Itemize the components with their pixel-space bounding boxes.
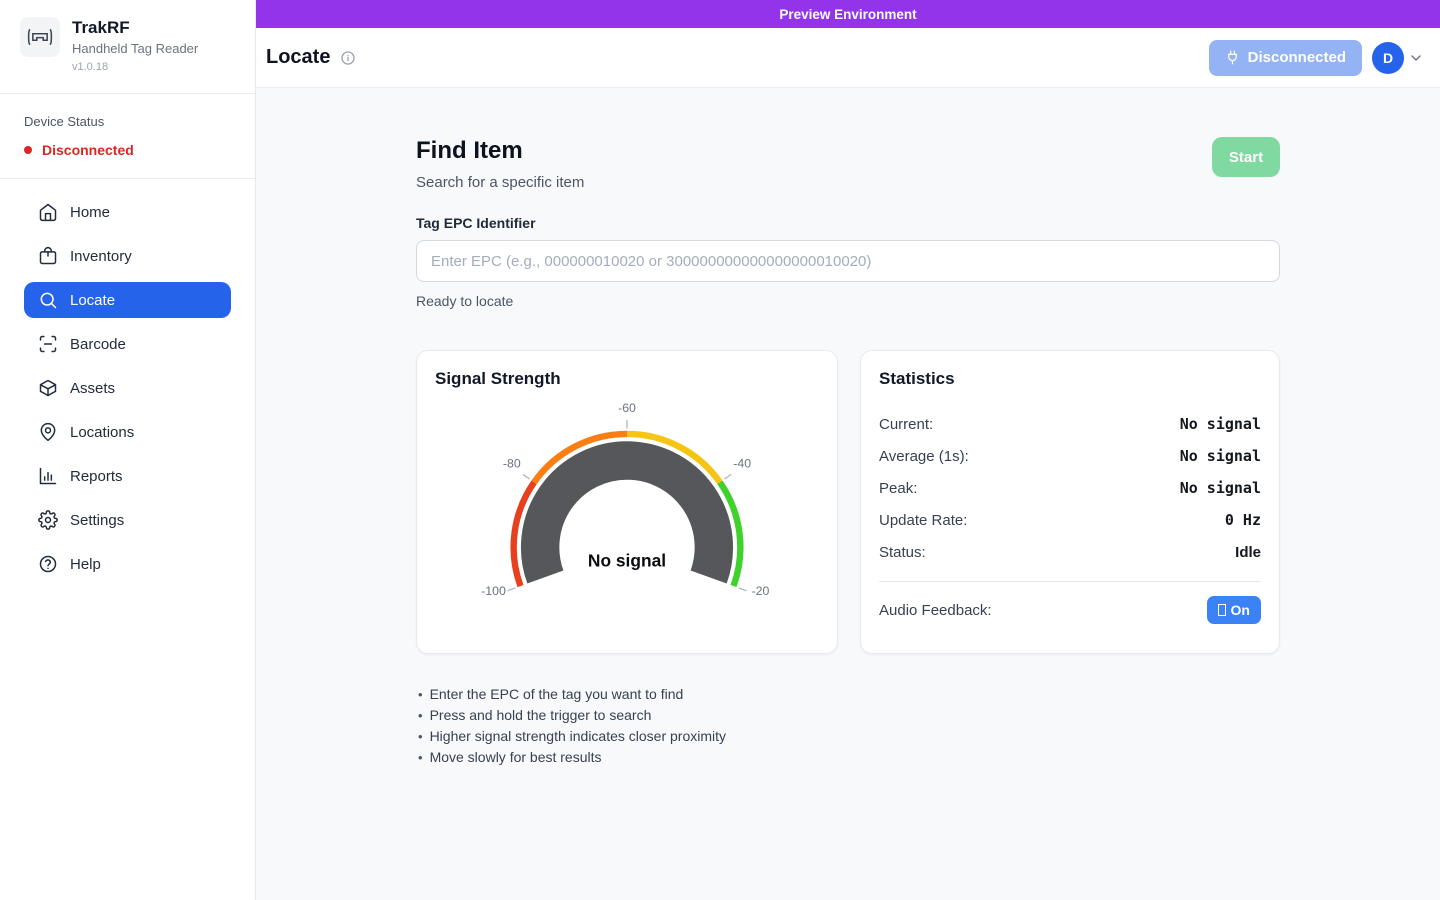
page-title: Locate bbox=[266, 46, 331, 68]
info-icon[interactable] bbox=[340, 50, 356, 66]
signal-strength-title: Signal Strength bbox=[435, 369, 561, 388]
tip-item: Press and hold the trigger to search bbox=[418, 705, 1280, 726]
gauge-center-label: No signal bbox=[588, 550, 666, 570]
tip-item: Enter the EPC of the tag you want to fin… bbox=[418, 684, 1280, 705]
bar-chart-icon bbox=[39, 467, 57, 485]
stat-value: No signal bbox=[1179, 447, 1261, 465]
audio-feedback-label: Audio Feedback: bbox=[879, 601, 992, 619]
device-status-section: Device Status Disconnected bbox=[0, 93, 255, 179]
sidebar-item-label: Inventory bbox=[70, 247, 132, 265]
divider bbox=[879, 581, 1261, 582]
sidebar-item-label: Reports bbox=[70, 467, 123, 485]
sidebar-item-assets[interactable]: Assets bbox=[24, 370, 231, 406]
sidebar-item-label: Locations bbox=[70, 423, 135, 441]
find-item-title: Find Item bbox=[416, 137, 523, 164]
stat-value: 0 Hz bbox=[1224, 511, 1261, 529]
stat-value: No signal bbox=[1179, 415, 1261, 433]
gear-icon bbox=[38, 510, 58, 530]
stat-label: Update Rate: bbox=[879, 511, 968, 529]
help-circle-icon bbox=[39, 555, 57, 573]
home-icon bbox=[39, 203, 57, 222]
sidebar-item-barcode[interactable]: Barcode bbox=[24, 326, 231, 362]
locate-status-text: Ready to locate bbox=[416, 293, 514, 309]
barcode-scan-icon bbox=[39, 335, 57, 353]
stat-row-update-rate: Update Rate: 0 Hz bbox=[879, 504, 1261, 536]
gauge-tick-label: -80 bbox=[503, 457, 521, 471]
topbar: Locate Disconnected D bbox=[256, 28, 1440, 88]
stat-row-current: Current: No signal bbox=[879, 408, 1261, 440]
device-status-label: Device Status bbox=[24, 114, 105, 129]
gauge-tick-label: -100 bbox=[481, 584, 506, 598]
sidebar-item-label: Settings bbox=[70, 511, 125, 529]
statistics-title: Statistics bbox=[879, 369, 955, 388]
epc-label: Tag EPC Identifier bbox=[416, 215, 536, 231]
sidebar-item-label: Locate bbox=[70, 291, 116, 309]
sidebar-item-inventory[interactable]: Inventory bbox=[24, 238, 231, 274]
app-name: TrakRF bbox=[72, 18, 130, 37]
sidebar-item-reports[interactable]: Reports bbox=[24, 458, 231, 494]
statistics-card: Statistics Current: No signal Average (1… bbox=[860, 350, 1280, 654]
stat-label: Status: bbox=[879, 543, 926, 561]
sidebar-item-label: Assets bbox=[70, 379, 116, 397]
sidebar-item-help[interactable]: Help bbox=[24, 546, 231, 582]
sidebar-item-locate[interactable]: Locate bbox=[24, 282, 231, 318]
stat-value: No signal bbox=[1179, 479, 1261, 497]
stat-label: Average (1s): bbox=[879, 447, 969, 465]
connection-status-button[interactable]: Disconnected bbox=[1208, 39, 1362, 76]
app-brand: TrakRF Handheld Tag Reader v1.0.18 bbox=[0, 0, 255, 93]
audio-feedback-row: Audio Feedback: On bbox=[879, 596, 1261, 624]
status-dot-icon bbox=[24, 146, 32, 154]
speaker-icon bbox=[1217, 604, 1226, 616]
sidebar-nav: Home Inventory Locate Barcode Assets Loc… bbox=[0, 179, 255, 605]
epc-input[interactable] bbox=[416, 240, 1280, 282]
rfid-tag-logo-icon bbox=[20, 17, 60, 57]
audio-feedback-toggle[interactable]: On bbox=[1206, 596, 1261, 624]
app-subtitle: Handheld Tag Reader bbox=[72, 41, 199, 56]
signal-gauge: -100 -80 -60 -40 -20 No signal bbox=[481, 401, 770, 598]
stat-row-average: Average (1s): No signal bbox=[879, 440, 1261, 472]
start-button[interactable]: Start bbox=[1212, 137, 1280, 177]
content-area: Find Item Search for a specific item Sta… bbox=[256, 88, 1440, 900]
sidebar: TrakRF Handheld Tag Reader v1.0.18 Devic… bbox=[0, 0, 256, 900]
usage-tips-list: Enter the EPC of the tag you want to fin… bbox=[416, 684, 1280, 768]
stat-label: Peak: bbox=[879, 479, 918, 497]
inventory-icon bbox=[39, 247, 57, 265]
app-version: v1.0.18 bbox=[72, 61, 109, 73]
map-pin-icon bbox=[40, 422, 56, 442]
signal-strength-card: Signal Strength bbox=[416, 350, 838, 654]
device-status-value: Disconnected bbox=[42, 142, 134, 158]
avatar[interactable]: D bbox=[1372, 41, 1404, 74]
chevron-down-icon bbox=[1408, 50, 1424, 66]
cube-icon bbox=[39, 379, 57, 397]
tip-item: Higher signal strength indicates closer … bbox=[418, 726, 1280, 747]
tip-item: Move slowly for best results bbox=[418, 747, 1280, 768]
stat-row-peak: Peak: No signal bbox=[879, 472, 1261, 504]
banner-label: Preview Environment bbox=[779, 6, 917, 22]
search-icon bbox=[40, 292, 57, 309]
find-item-subtitle: Search for a specific item bbox=[416, 174, 585, 191]
gauge-tick-label: -20 bbox=[752, 584, 770, 598]
gauge-tick-label: -60 bbox=[618, 401, 636, 415]
user-menu[interactable]: D bbox=[1372, 41, 1424, 74]
sidebar-item-label: Help bbox=[70, 555, 101, 573]
sidebar-item-locations[interactable]: Locations bbox=[24, 414, 231, 450]
audio-toggle-label: On bbox=[1230, 602, 1250, 618]
stat-row-status: Status: Idle bbox=[879, 536, 1261, 568]
gauge-tick-label: -40 bbox=[733, 457, 751, 471]
sidebar-item-label: Barcode bbox=[70, 335, 126, 353]
connection-status-label: Disconnected bbox=[1247, 49, 1346, 66]
preview-environment-banner: Preview Environment bbox=[256, 0, 1440, 28]
stat-label: Current: bbox=[879, 415, 934, 433]
stat-value: Idle bbox=[1235, 543, 1261, 561]
sidebar-item-settings[interactable]: Settings bbox=[24, 502, 231, 538]
sidebar-item-home[interactable]: Home bbox=[24, 194, 231, 230]
sidebar-item-label: Home bbox=[70, 203, 111, 221]
plug-icon bbox=[1227, 50, 1237, 65]
